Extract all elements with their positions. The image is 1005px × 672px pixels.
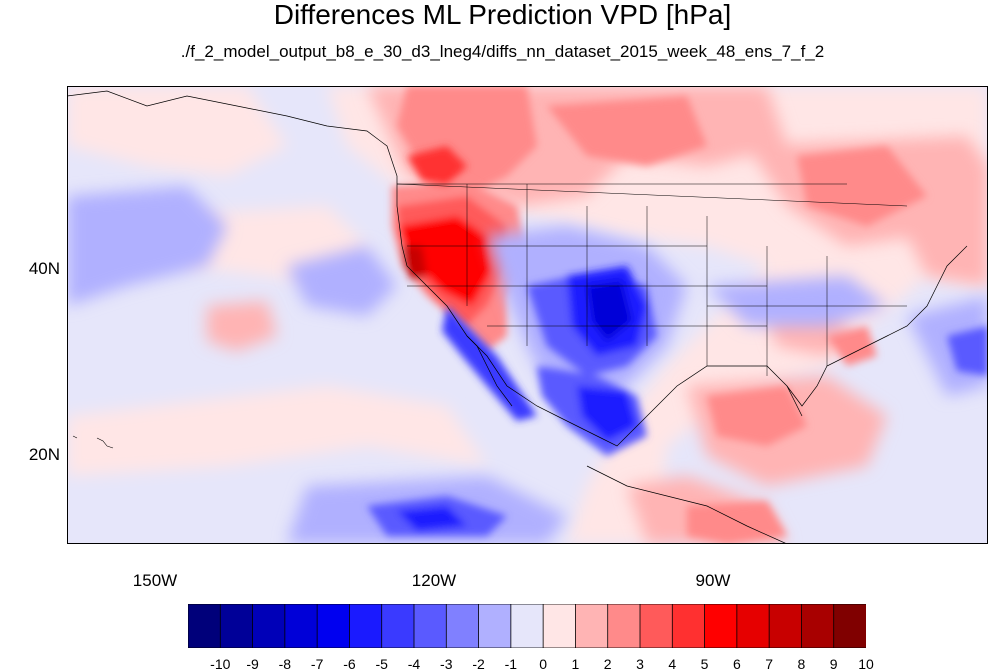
lon-label-150w: 150W xyxy=(132,571,178,590)
colorbar-swatch xyxy=(478,604,512,648)
colorbar-swatch xyxy=(510,604,545,648)
map-panel xyxy=(67,86,988,544)
colorbar-tick-label: 6 xyxy=(732,656,741,672)
colorbar-swatch xyxy=(704,604,738,648)
colorbar-tick-label: 7 xyxy=(765,656,774,672)
coastlines xyxy=(67,90,968,544)
colorbar-swatch xyxy=(671,604,706,648)
colorbar-tick-label: -2 xyxy=(472,656,485,672)
map-title: Differences ML Prediction VPD [hPa] xyxy=(273,0,732,30)
colorbar-tick-label: 0 xyxy=(539,656,548,672)
colorbar-swatch xyxy=(445,604,480,648)
colorbar-swatch xyxy=(349,604,383,648)
colorbar-tick-label: -7 xyxy=(310,656,324,672)
colorbar-swatch xyxy=(607,604,641,648)
colorbar-tick-label: 9 xyxy=(829,656,838,672)
colorbar-swatch xyxy=(801,604,835,648)
positive-field-strong xyxy=(397,86,927,544)
colorbar-swatch xyxy=(575,604,609,648)
colorbar-tick-label: -5 xyxy=(375,656,388,672)
colorbar-tick-label: 10 xyxy=(858,656,874,672)
colorbar-swatch xyxy=(833,604,866,648)
colorbar-swatch xyxy=(284,604,319,648)
colorbar-swatch xyxy=(188,604,222,648)
colorbar-tick-label: 1 xyxy=(571,656,580,672)
lon-label-90w: 90W xyxy=(695,571,731,590)
colorbar-swatch xyxy=(639,604,674,648)
colorbar-swatch xyxy=(413,604,448,648)
colorbar-swatch xyxy=(381,604,415,648)
state-borders xyxy=(396,183,908,376)
colorbar-tick-label: -10 xyxy=(210,656,231,672)
colorbar-tick-label: -9 xyxy=(246,656,259,672)
lat-label-20n: 20N xyxy=(28,445,60,464)
colorbar-tick-label: -3 xyxy=(440,656,453,672)
colorbar-tick-label: -1 xyxy=(504,656,518,672)
lat-label-40n: 40N xyxy=(28,259,60,278)
colorbar-tick-label: -6 xyxy=(343,656,356,672)
map-frame xyxy=(67,86,988,544)
colorbar-swatch xyxy=(768,604,803,648)
colorbar xyxy=(188,604,866,648)
colorbar-tick-label: 5 xyxy=(700,656,709,672)
colorbar-swatch xyxy=(316,604,351,648)
colorbar-swatch xyxy=(736,604,771,648)
islands xyxy=(72,435,114,449)
colorbar-swatch xyxy=(252,604,286,648)
colorbar-swatch xyxy=(219,604,254,648)
lon-label-120w: 120W xyxy=(411,571,457,590)
colorbar-tick-label: 3 xyxy=(636,656,644,672)
western-us-positive-anomaly xyxy=(392,146,527,351)
colorbar-swatch xyxy=(542,604,577,648)
map-subtitle: ./f_2_model_output_b8_e_30_d3_lneg4/diff… xyxy=(180,42,825,61)
colorbar-tick-label: 4 xyxy=(668,656,677,672)
colorbar-tick-label: 8 xyxy=(797,656,806,672)
map-canvas xyxy=(67,86,988,544)
colorbar-tick-label: -8 xyxy=(278,656,292,672)
colorbar-tick-label: 2 xyxy=(603,656,612,672)
colorbar-tick-label: -4 xyxy=(407,656,421,672)
